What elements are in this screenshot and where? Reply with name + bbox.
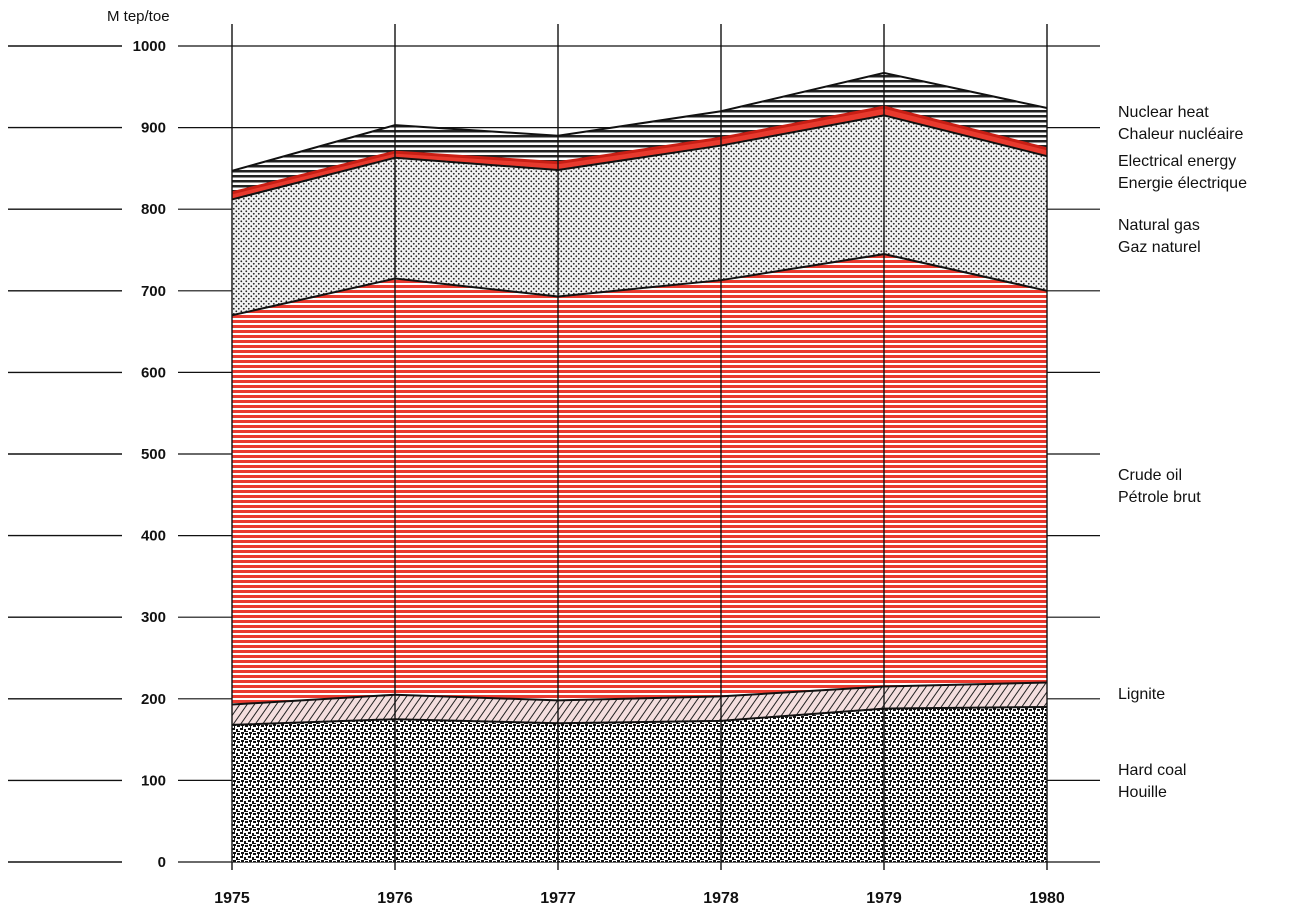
y-tick-label: 700	[141, 283, 166, 300]
x-tick-label: 1978	[703, 890, 739, 907]
area-crude-oil	[232, 254, 1047, 705]
legend-label-alt-electrical-energy: Energie électrique	[1118, 175, 1247, 192]
area-natural-gas	[232, 115, 1047, 316]
y-tick-label: 500	[141, 446, 166, 463]
x-tick-label: 1980	[1029, 890, 1065, 907]
boundary-nuclear-heat	[231, 71, 1048, 172]
x-tick-label: 1976	[377, 890, 413, 907]
area-nuclear-heat	[232, 72, 1047, 193]
legend-label-lignite: Lignite	[1118, 686, 1165, 703]
area-hard-coal	[232, 706, 1047, 862]
x-tick-label: 1977	[540, 890, 576, 907]
y-tick-label: 600	[141, 364, 166, 381]
x-tick-label: 1979	[866, 890, 902, 907]
boundary-natural-gas	[231, 114, 1048, 201]
y-axis-unit-label: M tep/toe	[107, 8, 170, 25]
x-tick-label: 1975	[214, 890, 250, 907]
x-axis-ticks: 1975 1976 1977 1978 1979 1980	[214, 890, 1065, 907]
boundary-hard-coal	[231, 705, 1048, 726]
legend-label-hard-coal: Hard coal	[1118, 762, 1186, 779]
legend-label-electrical-energy: Electrical energy	[1118, 153, 1236, 170]
legend-label-alt-natural-gas: Gaz naturel	[1118, 239, 1201, 256]
y-tick-label: 100	[141, 772, 166, 789]
y-tick-label: 300	[141, 609, 166, 626]
boundary-crude-oil	[231, 253, 1048, 317]
area-series-group	[232, 72, 1047, 862]
series-boundary-lines	[231, 71, 1048, 726]
y-tick-label: 0	[158, 854, 166, 871]
legend: Hard coal Houille Lignite Crude oil Pétrole …	[1118, 104, 1247, 801]
legend-label-nuclear-heat: Nuclear heat	[1118, 104, 1209, 121]
area-lignite	[232, 682, 1047, 725]
y-tick-label: 200	[141, 691, 166, 708]
y-tick-label: 800	[141, 201, 166, 218]
boundary-lignite	[231, 681, 1048, 706]
legend-label-alt-hard-coal: Houille	[1118, 784, 1167, 801]
y-tick-label: 900	[141, 120, 166, 137]
boundary-electrical-energy	[231, 105, 1048, 195]
y-tick-label: 400	[141, 528, 166, 545]
legend-label-alt-nuclear-heat: Chaleur nucléaire	[1118, 126, 1244, 143]
legend-label-natural-gas: Natural gas	[1118, 217, 1200, 234]
y-tick-label: 1000	[133, 38, 166, 55]
area-electrical-energy	[232, 107, 1047, 200]
year-lines	[231, 24, 1048, 870]
legend-label-alt-crude-oil: Pétrole brut	[1118, 489, 1201, 506]
legend-label-crude-oil: Crude oil	[1118, 467, 1182, 484]
y-axis-ticks: 0 100 200 300 400 500 600 700 800 900 1000	[133, 38, 166, 871]
